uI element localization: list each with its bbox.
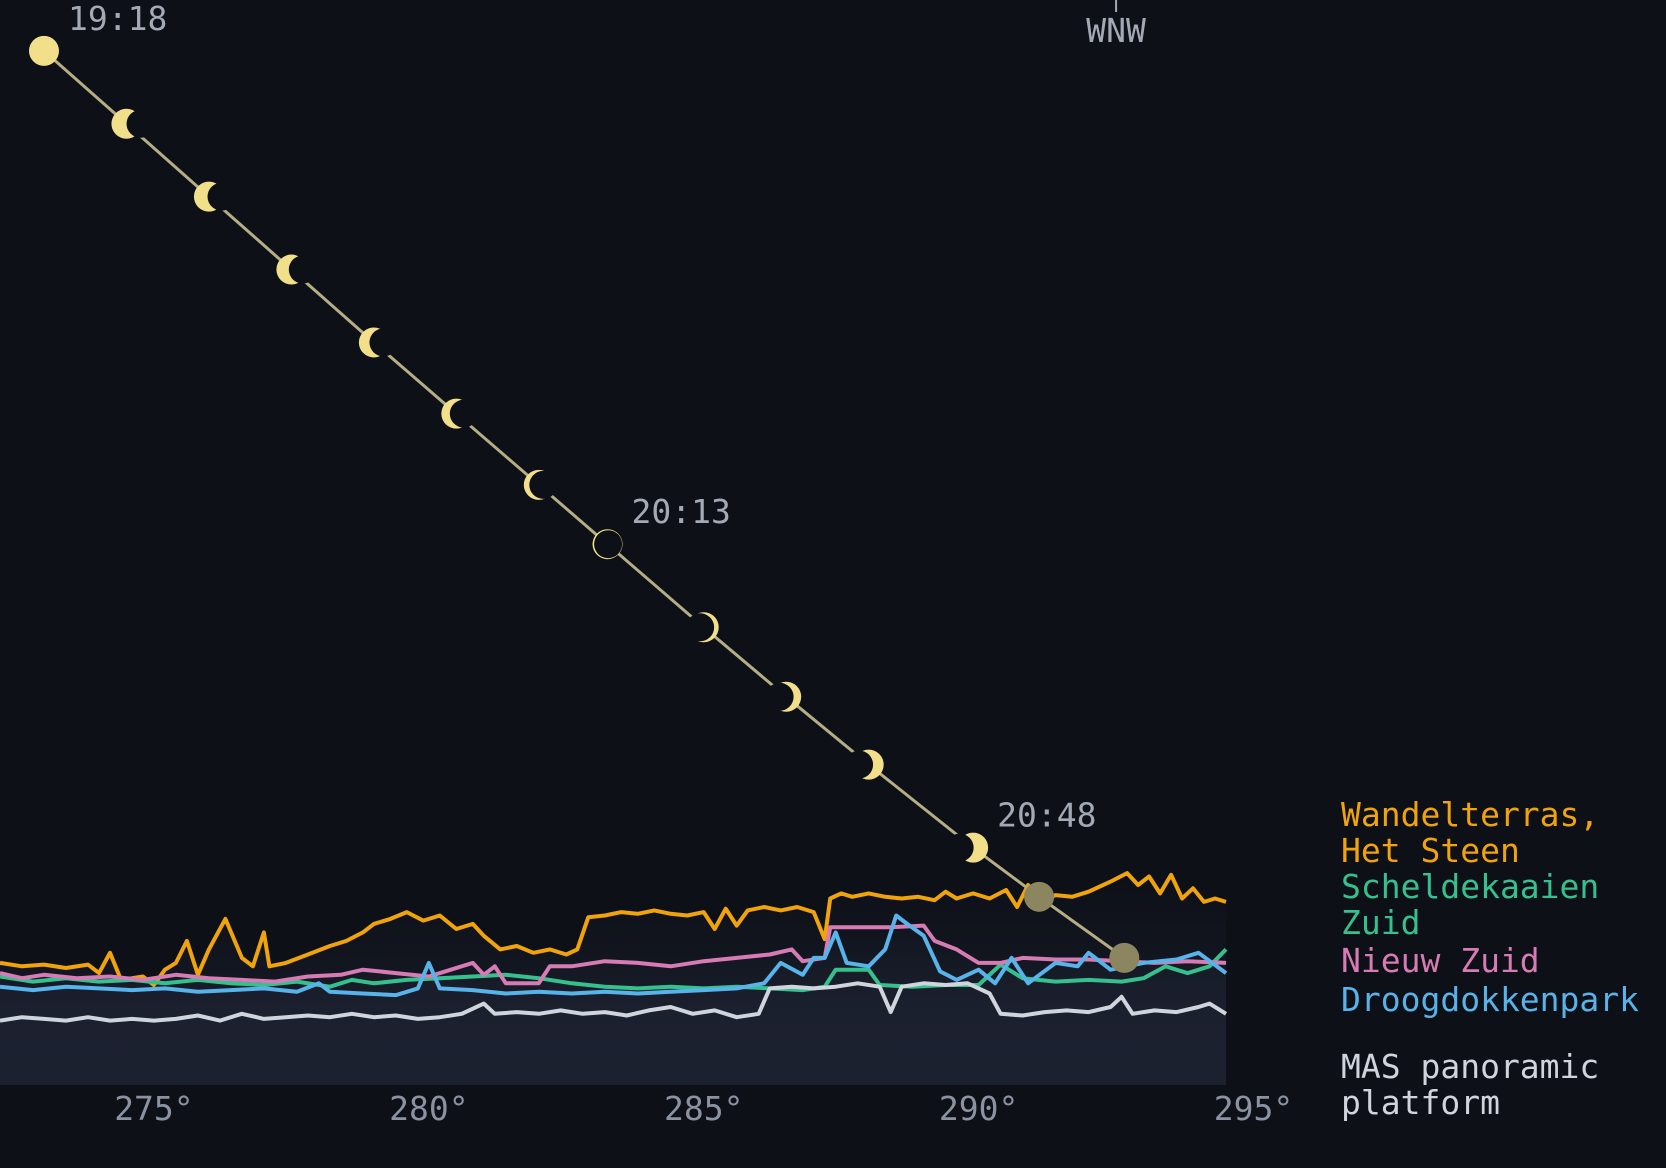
moon-shadow: [686, 613, 715, 642]
x-tick-label: 285°: [664, 1089, 743, 1128]
moon-marker-faded: [1024, 881, 1055, 912]
moon-time-label: 19:18: [68, 0, 167, 38]
compass-label: WNW: [1086, 11, 1146, 50]
x-axis: 275° 280° 285° 290° 295°: [114, 1089, 1293, 1128]
moon-marker: [592, 529, 623, 560]
moon-time-label: 20:48: [997, 796, 1096, 835]
terrain-line-2: [0, 948, 1228, 993]
x-tick-label: 295°: [1214, 1089, 1293, 1128]
legend-entry: Droogdokkenpark: [1341, 980, 1639, 1019]
moon-marker: [1024, 881, 1055, 912]
moon-shadow: [945, 833, 974, 862]
moon-shadow: [126, 109, 155, 138]
moon-marker: [765, 681, 802, 712]
moon-marker: [28, 35, 59, 66]
terrain-line-5: [0, 981, 1228, 1023]
moon-shadow: [288, 255, 317, 284]
moon-marker: [845, 749, 884, 780]
moon-marker-faded: [1109, 942, 1140, 973]
compass-marker: WNW: [1086, 0, 1146, 50]
moon-shadow: [529, 470, 558, 499]
moon-marker: [111, 108, 155, 139]
moon-path: [28, 35, 1140, 973]
moon-marker: [441, 398, 478, 429]
legend-entry: Wandelterras, Het Steen: [1341, 795, 1599, 870]
legend-entry: Nieuw Zuid: [1341, 941, 1540, 980]
terrain-line-3: [0, 923, 1227, 986]
terrain-line-4: [0, 913, 1228, 998]
moon-marker: [193, 181, 236, 212]
moon-marker: [276, 254, 317, 285]
moon-marker: [945, 832, 989, 863]
moon-time-label: 20:13: [632, 492, 731, 531]
moon-shadow: [449, 399, 478, 428]
x-tick-label: 275°: [114, 1089, 193, 1128]
moon-disc: [28, 35, 59, 66]
x-tick-label: 280°: [389, 1089, 468, 1128]
terrain-fill-5: [0, 983, 1226, 1085]
moon-time-labels: 19:18 20:13 20:48: [68, 0, 1096, 835]
moon-shadow: [207, 182, 236, 211]
moon-shadow: [594, 530, 623, 559]
moon-shadow: [765, 682, 794, 711]
moon-marker: [1109, 942, 1140, 973]
legend-entry: Scheldekaaien Zuid: [1341, 867, 1599, 942]
legend-entry: MAS panoramic platform: [1341, 1047, 1599, 1122]
terrain-lines: [0, 871, 1228, 1023]
moon-marker: [358, 327, 398, 358]
moon-marker: [523, 469, 558, 500]
moon-marker: [686, 612, 719, 643]
moon-shadow: [845, 750, 874, 779]
moon-shadow: [369, 328, 398, 357]
x-tick-label: 290°: [939, 1089, 1018, 1128]
